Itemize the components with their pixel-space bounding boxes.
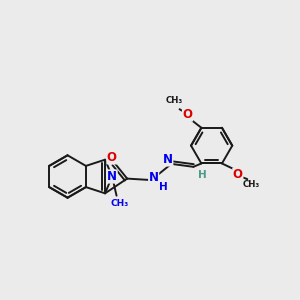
Text: O: O (107, 151, 117, 164)
Text: O: O (182, 108, 193, 121)
Text: CH₃: CH₃ (110, 199, 129, 208)
Text: H: H (198, 170, 207, 180)
Text: CH₃: CH₃ (242, 181, 260, 190)
Text: N: N (107, 170, 117, 183)
Text: O: O (233, 168, 243, 181)
Text: N: N (149, 171, 159, 184)
Text: H: H (159, 182, 168, 192)
Text: N: N (163, 153, 173, 166)
Text: CH₃: CH₃ (166, 97, 183, 106)
